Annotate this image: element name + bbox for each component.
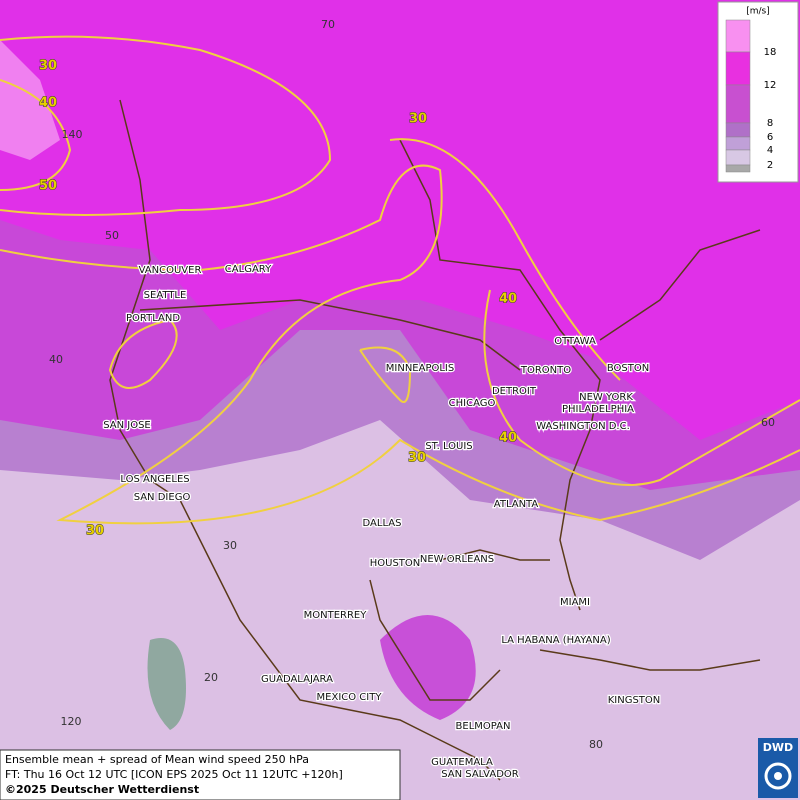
legend-label: 2 <box>767 160 773 171</box>
legend-swatch <box>725 84 751 124</box>
city-label: TORONTO <box>520 365 571 376</box>
contour-label: 30 <box>409 112 427 127</box>
city-label: ATLANTA <box>494 499 539 510</box>
city-label: NEW ORLEANS <box>420 554 494 565</box>
city-label: GUADALAJARA <box>261 674 333 685</box>
grid-label: 60 <box>761 416 775 429</box>
grid-label: 70 <box>321 18 335 31</box>
city-label: SAN SALVADOR <box>441 769 518 780</box>
city-label: SAN DIEGO <box>134 492 191 503</box>
spread-peak <box>0 40 60 160</box>
city-label: SAN JOSE <box>103 420 151 431</box>
spread-low <box>147 638 186 730</box>
city-label: DETROIT <box>492 386 537 397</box>
city-label: CHICAGO <box>449 398 496 409</box>
contour-label: 30 <box>39 59 57 74</box>
city-label: LA HABANA (HAYANA) <box>501 635 610 646</box>
logo-icon-core <box>774 772 782 780</box>
legend-label: 12 <box>764 80 777 91</box>
legend-label: 8 <box>767 118 773 129</box>
contour-label: 30 <box>408 451 426 466</box>
legend-swatch <box>725 122 751 138</box>
city-label: BOSTON <box>607 363 649 374</box>
city-label: LOS ANGELES <box>120 474 189 485</box>
logo-text: DWD <box>763 741 793 754</box>
grid-label: 80 <box>589 738 603 751</box>
legend-swatch <box>725 136 751 151</box>
legend-label: 4 <box>767 145 773 156</box>
contour-label: 40 <box>499 292 517 307</box>
city-label: VANCOUVER <box>139 265 202 276</box>
caption-line: FT: Thu 16 Oct 12 UTC [ICON EPS 2025 Oct… <box>5 768 343 781</box>
legend-swatch <box>725 51 751 86</box>
grid-label: 120 <box>61 715 82 728</box>
city-label: CALGARY <box>225 264 272 275</box>
legend-swatch <box>725 19 751 53</box>
legend-label: 18 <box>764 47 777 58</box>
caption-box <box>0 749 401 800</box>
city-label: DALLAS <box>363 518 402 529</box>
grid-label: 30 <box>223 539 237 552</box>
city-label: NEW YORK <box>579 392 633 403</box>
city-label: KINGSTON <box>608 695 661 706</box>
city-label: PORTLAND <box>126 313 180 324</box>
contours <box>0 35 800 525</box>
contour-label: 50 <box>39 179 57 194</box>
city-label: MONTERREY <box>304 610 368 621</box>
city-label: MEXICO CITY <box>317 692 383 703</box>
legend-label: 6 <box>767 132 773 143</box>
spread-blob <box>380 615 476 720</box>
city-label: MINNEAPOLIS <box>386 363 454 374</box>
city-label: SEATTLE <box>144 290 187 301</box>
city-label: HOUSTON <box>370 558 421 569</box>
caption-line: ©2025 Deutscher Wetterdienst <box>5 783 199 796</box>
logo-icon <box>764 762 792 790</box>
city-label: OTTAWA <box>554 336 596 347</box>
city-label: WASHINGTON D.C. <box>536 421 630 432</box>
grid-label: 50 <box>105 229 119 242</box>
legend-swatch <box>725 149 751 166</box>
contour-label: 40 <box>499 431 517 446</box>
city-label: ST. LOUIS <box>425 441 472 452</box>
caption-line: Ensemble mean + spread of Mean wind spee… <box>5 753 309 766</box>
legend-swatch <box>725 164 751 173</box>
grid-label: 140 <box>62 128 83 141</box>
city-label: MIAMI <box>560 597 590 608</box>
contour-label: 40 <box>39 96 57 111</box>
legend-unit: [m/s] <box>746 7 770 17</box>
grid-label: 20 <box>204 671 218 684</box>
spread-max <box>0 0 800 440</box>
city-label: BELMOPAN <box>456 721 511 732</box>
grid-label: 40 <box>49 353 63 366</box>
contour-label: 30 <box>86 524 104 539</box>
city-label: PHILADELPHIA <box>562 404 634 415</box>
city-label: GUATEMALA <box>431 757 493 768</box>
